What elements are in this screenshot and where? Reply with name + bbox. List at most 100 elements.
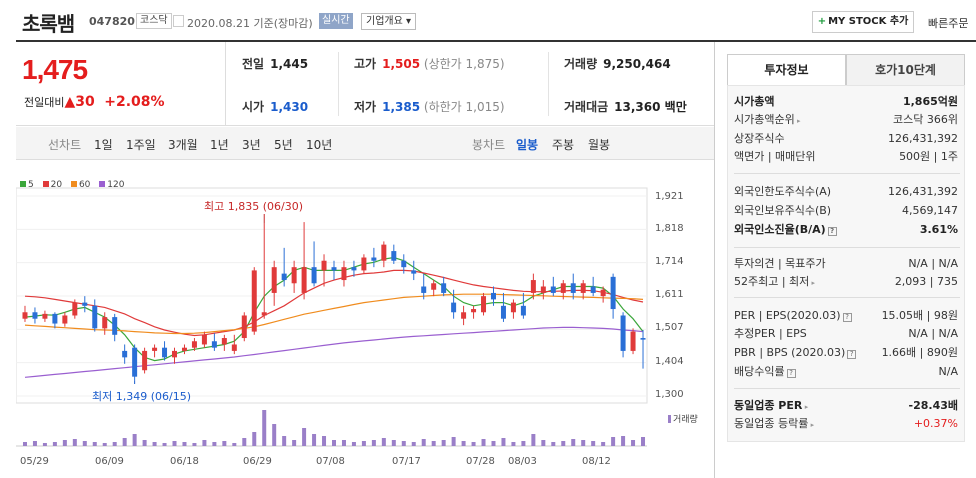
row-divider [734,173,960,174]
volume-legend: 거래량 [668,412,698,425]
volume-bar [52,442,57,446]
candle-body [82,302,88,306]
volume-bar [192,443,197,446]
period-5y[interactable]: 5년 [274,138,293,152]
tab-investment-info[interactable]: 투자정보 [727,54,846,86]
candle-body [640,338,646,340]
volume-bar [591,441,596,446]
volume-bar [391,440,396,446]
candle-body [261,312,267,316]
period-3y[interactable]: 3년 [242,138,261,152]
volume-bar [361,441,366,446]
stat-low: 저가 1,385 (하한가 1,015) [354,100,505,114]
low-annotation: 최저 1,349 (06/15) [92,390,192,403]
info-row: 52주최고 | 최저 ▸ 2,093 | 735 [734,274,960,290]
candle-body [411,270,417,274]
candle-body [500,305,506,319]
tab-quote-10[interactable]: 호가10단계 [846,54,965,86]
help-icon[interactable]: ? [786,369,796,378]
legend-swatch-ma120 [99,181,106,187]
chart-period-bar: 선차트 1일 1주일 3개월 1년 3년 5년 10년 봉차트 일봉 주봉 월봉 [16,127,714,160]
info-row: PER | EPS(2020.03)? 15.05배 | 98원 [734,308,960,324]
candle-weekly[interactable]: 주봉 [552,138,575,152]
info-row: 외국인보유주식수(B) 4,569,147 [734,203,960,219]
stock-header: 초록뱀 047820 코스닥 2020.08.21 기준(장마감) 실시간 기업… [0,0,976,42]
info-row-label: 외국인보유주식수(B) [734,204,832,217]
candle-body [530,280,536,293]
period-1y[interactable]: 1년 [210,138,229,152]
candle-body [62,315,68,324]
y-tick: 1,921 [655,191,684,202]
candle-body [431,283,437,290]
candle-body [321,260,327,271]
investment-panel: 투자정보 호가10단계 시가총액 1,865억원 시가총액순위 ▸ 코스닥 366위 상… [714,42,976,478]
y-tick: 1,714 [655,256,684,267]
info-row-value: 1,865억원 [902,95,958,108]
candle-body [152,347,158,351]
volume-bar [441,440,446,446]
volume-bar [272,424,277,446]
my-stock-add-button[interactable]: + MY STOCK 추가 [812,11,914,33]
investment-info-box: 시가총액 1,865억원 시가총액순위 ▸ 코스닥 366위 상장주식수 126,431,… [727,85,965,442]
stat-volume: 거래량 9,250,464 [564,57,671,71]
line-chart-label: 선차트 [48,138,82,152]
period-1d[interactable]: 1일 [94,138,113,152]
legend-swatch-ma20 [42,181,49,187]
up-arrow-icon: ▲ [64,94,76,110]
company-info-dropdown[interactable]: 기업개요 ▾ [361,13,416,30]
candle-body [191,341,197,348]
stats-divider [548,52,549,116]
y-tick: 1,611 [655,289,684,300]
candle-body [301,267,307,293]
period-1w[interactable]: 1주일 [126,138,156,152]
volume-bar [541,440,546,446]
legend-ma120: 120 [107,180,125,190]
period-10y[interactable]: 10년 [306,138,333,152]
stock-chart[interactable]: 5 20 60 120 1,921 1,818 1,714 1,611 1,50… [16,170,714,478]
quick-order-link[interactable]: 빠른주문 [928,17,969,30]
x-tick: 06/29 [243,456,272,467]
x-tick: 07/17 [392,456,421,467]
candle-body [381,244,387,261]
info-row: 액면가 | 매매단위 500원 | 1주 [734,149,960,165]
help-icon[interactable]: ? [827,227,837,236]
volume-bar [72,439,77,446]
volume-bar [292,440,297,446]
candle-monthly[interactable]: 월봉 [588,138,611,152]
candle-body [371,257,377,261]
volume-bar [561,441,566,446]
volume-bar [421,439,426,446]
candle-body [520,305,526,316]
candle-body [132,347,138,377]
candle-body [211,341,217,348]
info-row: 동일업종 등락률 ▸ +0.37% [734,416,960,432]
info-row: 투자의견 | 목표주가 N/A | N/A [734,256,960,272]
volume-bar [282,436,287,446]
volume-bar [371,440,376,446]
live-badge[interactable]: 실시간 [319,13,353,29]
help-icon[interactable]: ? [847,350,857,359]
volume-bar [521,441,526,446]
volume-bar [222,441,227,446]
y-tick: 1,818 [655,223,684,234]
candle-body [22,312,28,319]
date-text: 2020.08.21 기준(장마감) [187,17,313,30]
volume-bar [551,442,556,446]
stat-prev-close: 전일 1,445 [242,57,309,71]
info-row: 외국인한도주식수(A) 126,431,392 [734,184,960,200]
period-3m[interactable]: 3개월 [168,138,198,152]
candle-body [610,276,616,310]
y-tick: 1,507 [655,322,684,333]
candle-daily[interactable]: 일봉 [516,138,539,152]
change-label: 전일대비 [24,96,65,109]
y-tick: 1,300 [655,389,684,400]
info-tabs: 투자정보 호가10단계 [727,54,965,86]
help-icon[interactable]: ? [842,313,852,322]
candle-body [540,286,546,293]
info-row: 시가총액순위 ▸ 코스닥 366위 [734,112,960,128]
volume-bar [162,443,167,446]
volume-bar [242,438,247,446]
y-tick: 1,404 [655,356,684,367]
info-row-value: 3.61% [919,223,958,236]
info-row-label: 동일업종 등락률 ▸ [734,417,815,430]
